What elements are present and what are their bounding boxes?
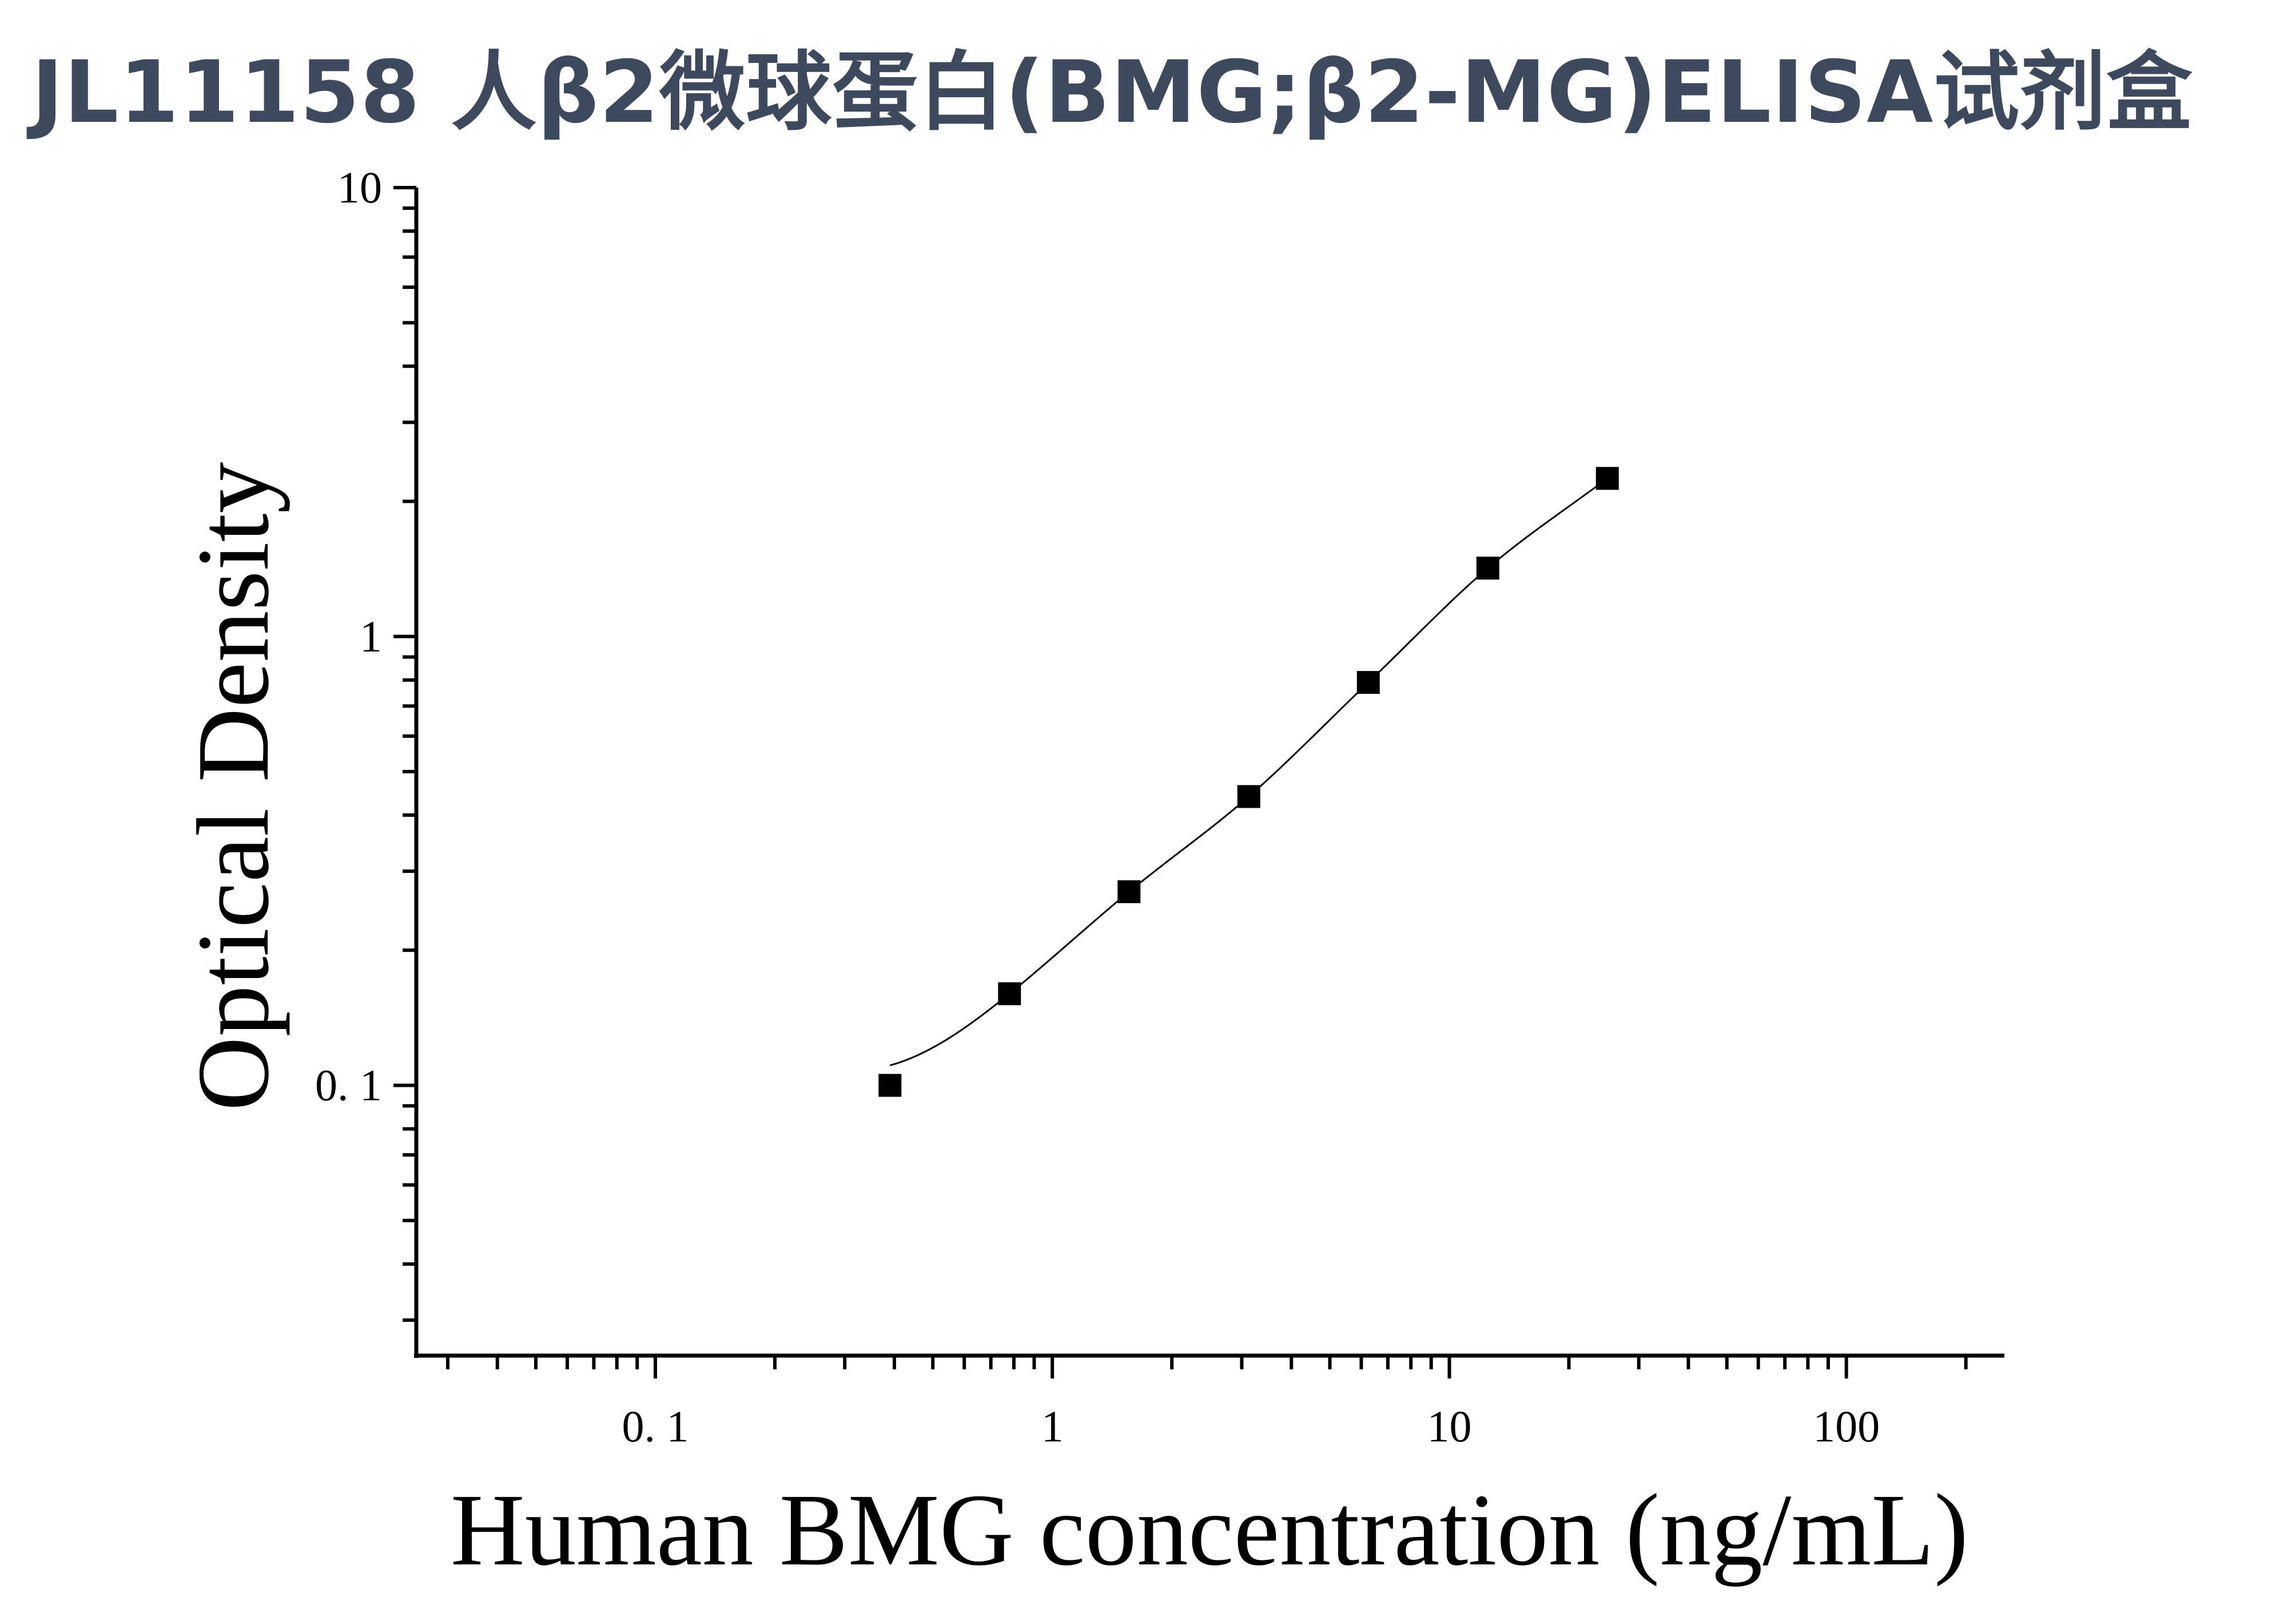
- data-point: [1595, 467, 1619, 490]
- data-point: [998, 982, 1021, 1006]
- fit-curve-group: [889, 478, 1608, 1066]
- y-tick-label: 1: [360, 611, 382, 661]
- x-tick-label: 100: [1813, 1401, 1880, 1451]
- data-point: [1476, 557, 1499, 580]
- y-tick-label: 10: [337, 162, 382, 212]
- x-tick-label: 10: [1427, 1401, 1471, 1451]
- axes: [393, 186, 2004, 1378]
- y-axis-title: Optical Density: [176, 462, 290, 1111]
- data-points: [878, 467, 1619, 1097]
- fit-curve: [889, 478, 1608, 1066]
- x-tick-label: 0. 1: [622, 1401, 689, 1451]
- data-point: [878, 1074, 902, 1097]
- x-axis-title: Human BMG concentration (ng/mL): [451, 1473, 1968, 1587]
- x-tick-label: 1: [1041, 1401, 1064, 1451]
- data-point: [1237, 785, 1260, 808]
- y-tick-label: 0. 1: [315, 1060, 382, 1110]
- data-point: [1117, 880, 1141, 904]
- data-point: [1356, 671, 1380, 694]
- tick-labels: 0. 1 1 10 100 0. 1 1 10: [315, 162, 1880, 1451]
- page-title: JL11158 人β2微球蛋白(BMG;β2-MG)ELISA试剂盒: [31, 43, 2193, 142]
